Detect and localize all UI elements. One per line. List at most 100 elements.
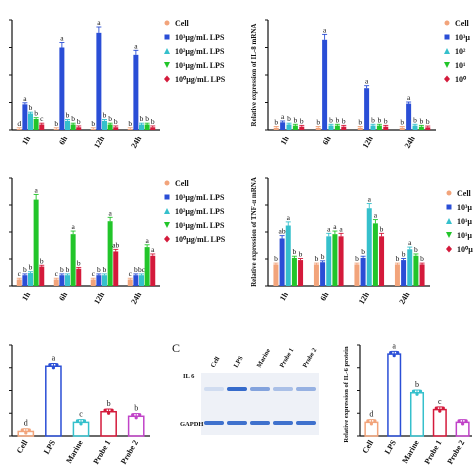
data-point: [438, 409, 442, 413]
data-point: [55, 363, 59, 367]
significance-label: b: [294, 115, 298, 124]
significance-label: c: [129, 269, 133, 278]
x-tick-label: Cell: [15, 438, 30, 455]
significance-label: b: [108, 114, 112, 123]
data-point: [373, 419, 377, 423]
significance-label: b: [378, 115, 382, 124]
bar: [322, 39, 328, 130]
data-point: [75, 419, 80, 423]
significance-label: a: [368, 195, 372, 204]
blot-lane-label: Cell: [210, 356, 222, 369]
significance-label: b: [40, 256, 44, 265]
bar: [354, 264, 360, 286]
legend-marker: [444, 62, 450, 68]
data-point: [411, 389, 416, 393]
bar: [28, 273, 33, 286]
bar: [299, 126, 305, 130]
legend-label: 10¹μg/mL LPS: [175, 61, 225, 70]
bar: [383, 126, 389, 130]
bar: [150, 255, 156, 286]
significance-label: b: [134, 404, 138, 413]
data-point: [366, 419, 370, 423]
bar: [76, 127, 82, 130]
legend-label: 10³μ: [455, 33, 470, 42]
data-point: [441, 406, 445, 410]
significance-label: b: [77, 258, 81, 267]
blot-lane-label: Marine: [256, 348, 272, 369]
bar: [406, 103, 412, 130]
x-tick-label: Cell: [360, 438, 375, 455]
significance-label: a: [333, 222, 337, 231]
legend-marker: [164, 20, 170, 26]
bar: [313, 264, 319, 286]
significance-label: a: [97, 18, 101, 27]
legend-label: Cell: [175, 19, 190, 28]
significance-label: b: [413, 115, 417, 124]
significance-label: b: [293, 247, 297, 256]
significance-label: d: [17, 119, 21, 128]
legend-label: 10²: [455, 47, 466, 56]
significance-label: b: [315, 254, 319, 263]
significance-label: b: [145, 114, 149, 123]
bar: [360, 257, 366, 286]
bar: [90, 129, 96, 130]
significance-label: a: [145, 236, 149, 245]
significance-label: b: [321, 252, 325, 261]
bar: [39, 266, 45, 286]
legend-marker: [164, 235, 170, 243]
legend-marker: [444, 75, 450, 83]
blot-row-label-il6: IL 6: [183, 373, 195, 380]
significance-label: a: [287, 213, 291, 222]
bar: [127, 129, 133, 130]
significance-label: a: [60, 34, 64, 43]
data-point: [48, 363, 52, 367]
bar: [279, 238, 285, 286]
data-point: [107, 411, 111, 415]
bar: [59, 47, 65, 130]
bar: [394, 264, 400, 286]
legend-label: Cell: [455, 19, 470, 28]
significance-label: a: [323, 25, 327, 34]
blot-row-label-gapdh: GAPDH: [180, 421, 203, 428]
legend-marker: [444, 20, 450, 26]
significance-label: b: [287, 114, 291, 123]
significance-label: a: [34, 185, 38, 194]
bar: [315, 127, 321, 130]
data-point: [82, 419, 87, 423]
data-point: [110, 408, 114, 412]
bar: [419, 264, 425, 286]
data-point: [24, 431, 28, 435]
legend-label: 10¹μ: [457, 217, 472, 226]
data-point: [134, 416, 138, 420]
bar: [90, 279, 96, 286]
x-tick-label: 12h: [92, 290, 106, 306]
x-tick-label: 12h: [92, 134, 106, 150]
significance-label: a: [52, 354, 56, 363]
significance-label: a: [339, 224, 343, 233]
x-tick-label: 6h: [57, 134, 69, 146]
blot-lane-label: LPS: [233, 355, 245, 369]
significance-label: d: [369, 410, 373, 419]
significance-label: b: [91, 119, 95, 128]
bar: [364, 88, 370, 130]
legend-label: 10¹μg/mL LPS: [175, 221, 225, 230]
significance-label: b: [60, 265, 64, 274]
bar: [286, 124, 292, 130]
legend-marker: [164, 222, 170, 228]
legend-marker: [446, 245, 452, 253]
bar: [65, 275, 70, 286]
significance-label: b: [400, 117, 404, 126]
legend-label: 10¹μ: [457, 231, 472, 240]
bar: [53, 279, 59, 286]
blot-band-il6: [296, 387, 316, 391]
legend-label: Cell: [457, 189, 472, 198]
bar: [113, 251, 119, 286]
x-tick-label: 12h: [361, 134, 375, 150]
significance-label: b: [103, 111, 107, 120]
significance-label: b: [361, 247, 365, 256]
significance-label: a: [71, 222, 75, 231]
legend-label: 10⁰: [455, 75, 467, 84]
legend-marker: [444, 48, 450, 54]
